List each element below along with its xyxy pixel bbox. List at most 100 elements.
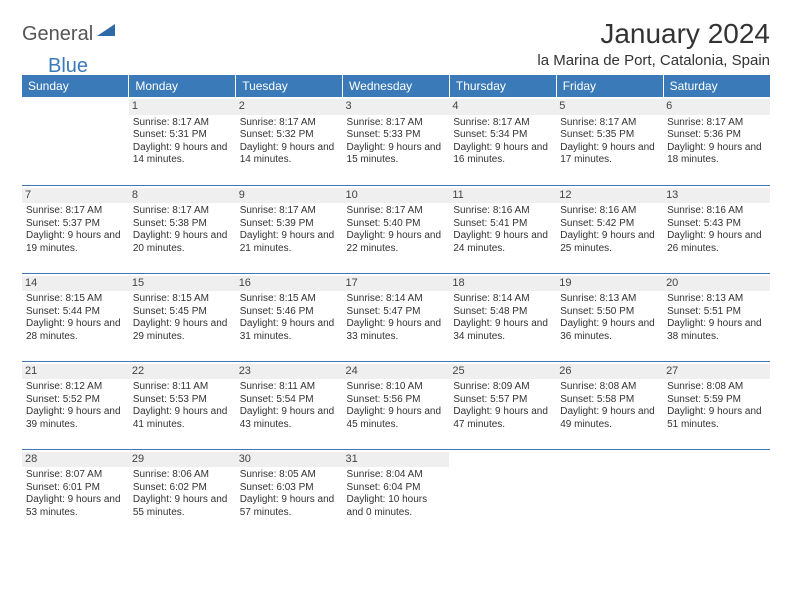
day-number: 26 [556, 364, 663, 380]
day-number: 27 [663, 364, 770, 380]
day-number: 12 [556, 188, 663, 204]
sunrise-line: Sunrise: 8:17 AM [133, 117, 232, 130]
sunset-line: Sunset: 5:58 PM [560, 394, 659, 407]
sunset-line: Sunset: 5:50 PM [560, 306, 659, 319]
daylight-line: Daylight: 9 hours and 33 minutes. [347, 318, 446, 343]
calendar-day-cell: 2Sunrise: 8:17 AMSunset: 5:32 PMDaylight… [236, 97, 343, 185]
day-number: 4 [449, 99, 556, 115]
sunset-line: Sunset: 6:01 PM [26, 482, 125, 495]
calendar-day-cell: 7Sunrise: 8:17 AMSunset: 5:37 PMDaylight… [22, 185, 129, 273]
daylight-line: Daylight: 9 hours and 18 minutes. [667, 142, 766, 167]
day-number: 11 [449, 188, 556, 204]
daylight-line: Daylight: 9 hours and 14 minutes. [133, 142, 232, 167]
sunset-line: Sunset: 5:45 PM [133, 306, 232, 319]
sunset-line: Sunset: 6:04 PM [347, 482, 446, 495]
sunrise-line: Sunrise: 8:07 AM [26, 469, 125, 482]
sunset-line: Sunset: 5:40 PM [347, 218, 446, 231]
sunrise-line: Sunrise: 8:06 AM [133, 469, 232, 482]
daylight-line: Daylight: 9 hours and 41 minutes. [133, 406, 232, 431]
sunrise-line: Sunrise: 8:04 AM [347, 469, 446, 482]
calendar-day-cell [22, 97, 129, 185]
sunset-line: Sunset: 5:32 PM [240, 129, 339, 142]
daylight-line: Daylight: 9 hours and 21 minutes. [240, 230, 339, 255]
daylight-line: Daylight: 9 hours and 28 minutes. [26, 318, 125, 343]
day-number: 14 [22, 276, 129, 292]
sunset-line: Sunset: 5:56 PM [347, 394, 446, 407]
sunset-line: Sunset: 5:46 PM [240, 306, 339, 319]
day-number: 20 [663, 276, 770, 292]
sunset-line: Sunset: 5:33 PM [347, 129, 446, 142]
sunset-line: Sunset: 5:57 PM [453, 394, 552, 407]
daylight-line: Daylight: 9 hours and 45 minutes. [347, 406, 446, 431]
day-number: 29 [129, 452, 236, 468]
calendar-week-row: 1Sunrise: 8:17 AMSunset: 5:31 PMDaylight… [22, 97, 770, 185]
day-number: 7 [22, 188, 129, 204]
calendar-week-row: 21Sunrise: 8:12 AMSunset: 5:52 PMDayligh… [22, 361, 770, 449]
calendar-table: Sunday Monday Tuesday Wednesday Thursday… [22, 75, 770, 537]
sunset-line: Sunset: 5:41 PM [453, 218, 552, 231]
sunrise-line: Sunrise: 8:13 AM [667, 293, 766, 306]
day-number: 15 [129, 276, 236, 292]
daylight-line: Daylight: 9 hours and 36 minutes. [560, 318, 659, 343]
calendar-day-cell: 1Sunrise: 8:17 AMSunset: 5:31 PMDaylight… [129, 97, 236, 185]
daylight-line: Daylight: 9 hours and 34 minutes. [453, 318, 552, 343]
calendar-day-cell: 19Sunrise: 8:13 AMSunset: 5:50 PMDayligh… [556, 273, 663, 361]
location-subtitle: la Marina de Port, Catalonia, Spain [537, 52, 770, 69]
calendar-day-cell [663, 449, 770, 537]
day-number: 9 [236, 188, 343, 204]
calendar-day-cell: 12Sunrise: 8:16 AMSunset: 5:42 PMDayligh… [556, 185, 663, 273]
calendar-day-cell: 27Sunrise: 8:08 AMSunset: 5:59 PMDayligh… [663, 361, 770, 449]
sunset-line: Sunset: 5:37 PM [26, 218, 125, 231]
sunset-line: Sunset: 5:54 PM [240, 394, 339, 407]
sunset-line: Sunset: 5:53 PM [133, 394, 232, 407]
calendar-day-cell: 3 Sunrise: 8:17 AMSunset: 5:33 PMDaylight… [343, 97, 450, 185]
page-header: General January 2024 la Marina de Port, … [22, 18, 770, 69]
daylight-line: Daylight: 9 hours and 24 minutes. [453, 230, 552, 255]
daylight-line: Daylight: 9 hours and 15 minutes. [347, 142, 446, 167]
calendar-day-cell: 26Sunrise: 8:08 AMSunset: 5:58 PMDayligh… [556, 361, 663, 449]
sunrise-line: Sunrise: 8:10 AM [347, 381, 446, 394]
daylight-line: Daylight: 9 hours and 47 minutes. [453, 406, 552, 431]
day-number: 13 [663, 188, 770, 204]
calendar-day-cell: 11Sunrise: 8:16 AMSunset: 5:41 PMDayligh… [449, 185, 556, 273]
daylight-line: Daylight: 9 hours and 17 minutes. [560, 142, 659, 167]
day-number: 25 [449, 364, 556, 380]
calendar-day-cell: 24Sunrise: 8:10 AMSunset: 5:56 PMDayligh… [343, 361, 450, 449]
daylight-line: Daylight: 9 hours and 29 minutes. [133, 318, 232, 343]
sunset-line: Sunset: 5:44 PM [26, 306, 125, 319]
calendar-day-cell: 9Sunrise: 8:17 AMSunset: 5:39 PMDaylight… [236, 185, 343, 273]
sunset-line: Sunset: 5:43 PM [667, 218, 766, 231]
day-number: 24 [343, 364, 450, 380]
sunrise-line: Sunrise: 8:11 AM [133, 381, 232, 394]
day-number: 30 [236, 452, 343, 468]
sunset-line: Sunset: 6:03 PM [240, 482, 339, 495]
calendar-day-cell: 31Sunrise: 8:04 AMSunset: 6:04 PMDayligh… [343, 449, 450, 537]
sunrise-line: Sunrise: 8:17 AM [133, 205, 232, 218]
calendar-day-cell: 29Sunrise: 8:06 AMSunset: 6:02 PMDayligh… [129, 449, 236, 537]
sunset-line: Sunset: 5:59 PM [667, 394, 766, 407]
day-number: 18 [449, 276, 556, 292]
day-number: 28 [22, 452, 129, 468]
sunrise-line: Sunrise: 8:17 AM [347, 117, 446, 130]
calendar-week-row: 28Sunrise: 8:07 AMSunset: 6:01 PMDayligh… [22, 449, 770, 537]
calendar-day-cell: 6Sunrise: 8:17 AMSunset: 5:36 PMDaylight… [663, 97, 770, 185]
calendar-day-cell: 8Sunrise: 8:17 AMSunset: 5:38 PMDaylight… [129, 185, 236, 273]
day-number: 6 [663, 99, 770, 115]
sunset-line: Sunset: 5:35 PM [560, 129, 659, 142]
daylight-line: Daylight: 9 hours and 25 minutes. [560, 230, 659, 255]
logo-text-blue: Blue [48, 55, 88, 78]
day-number: 22 [129, 364, 236, 380]
daylight-line: Daylight: 9 hours and 26 minutes. [667, 230, 766, 255]
calendar-day-cell: 10Sunrise: 8:17 AMSunset: 5:40 PMDayligh… [343, 185, 450, 273]
calendar-day-cell: 20Sunrise: 8:13 AMSunset: 5:51 PMDayligh… [663, 273, 770, 361]
sunset-line: Sunset: 5:39 PM [240, 218, 339, 231]
calendar-day-cell: 18Sunrise: 8:14 AMSunset: 5:48 PMDayligh… [449, 273, 556, 361]
daylight-line: Daylight: 9 hours and 39 minutes. [26, 406, 125, 431]
calendar-day-cell: 28Sunrise: 8:07 AMSunset: 6:01 PMDayligh… [22, 449, 129, 537]
sunset-line: Sunset: 5:48 PM [453, 306, 552, 319]
day-number: 3 [343, 99, 450, 115]
calendar-day-cell: 15Sunrise: 8:15 AMSunset: 5:45 PMDayligh… [129, 273, 236, 361]
daylight-line: Daylight: 9 hours and 43 minutes. [240, 406, 339, 431]
sunset-line: Sunset: 5:42 PM [560, 218, 659, 231]
calendar-day-cell: 13Sunrise: 8:16 AMSunset: 5:43 PMDayligh… [663, 185, 770, 273]
